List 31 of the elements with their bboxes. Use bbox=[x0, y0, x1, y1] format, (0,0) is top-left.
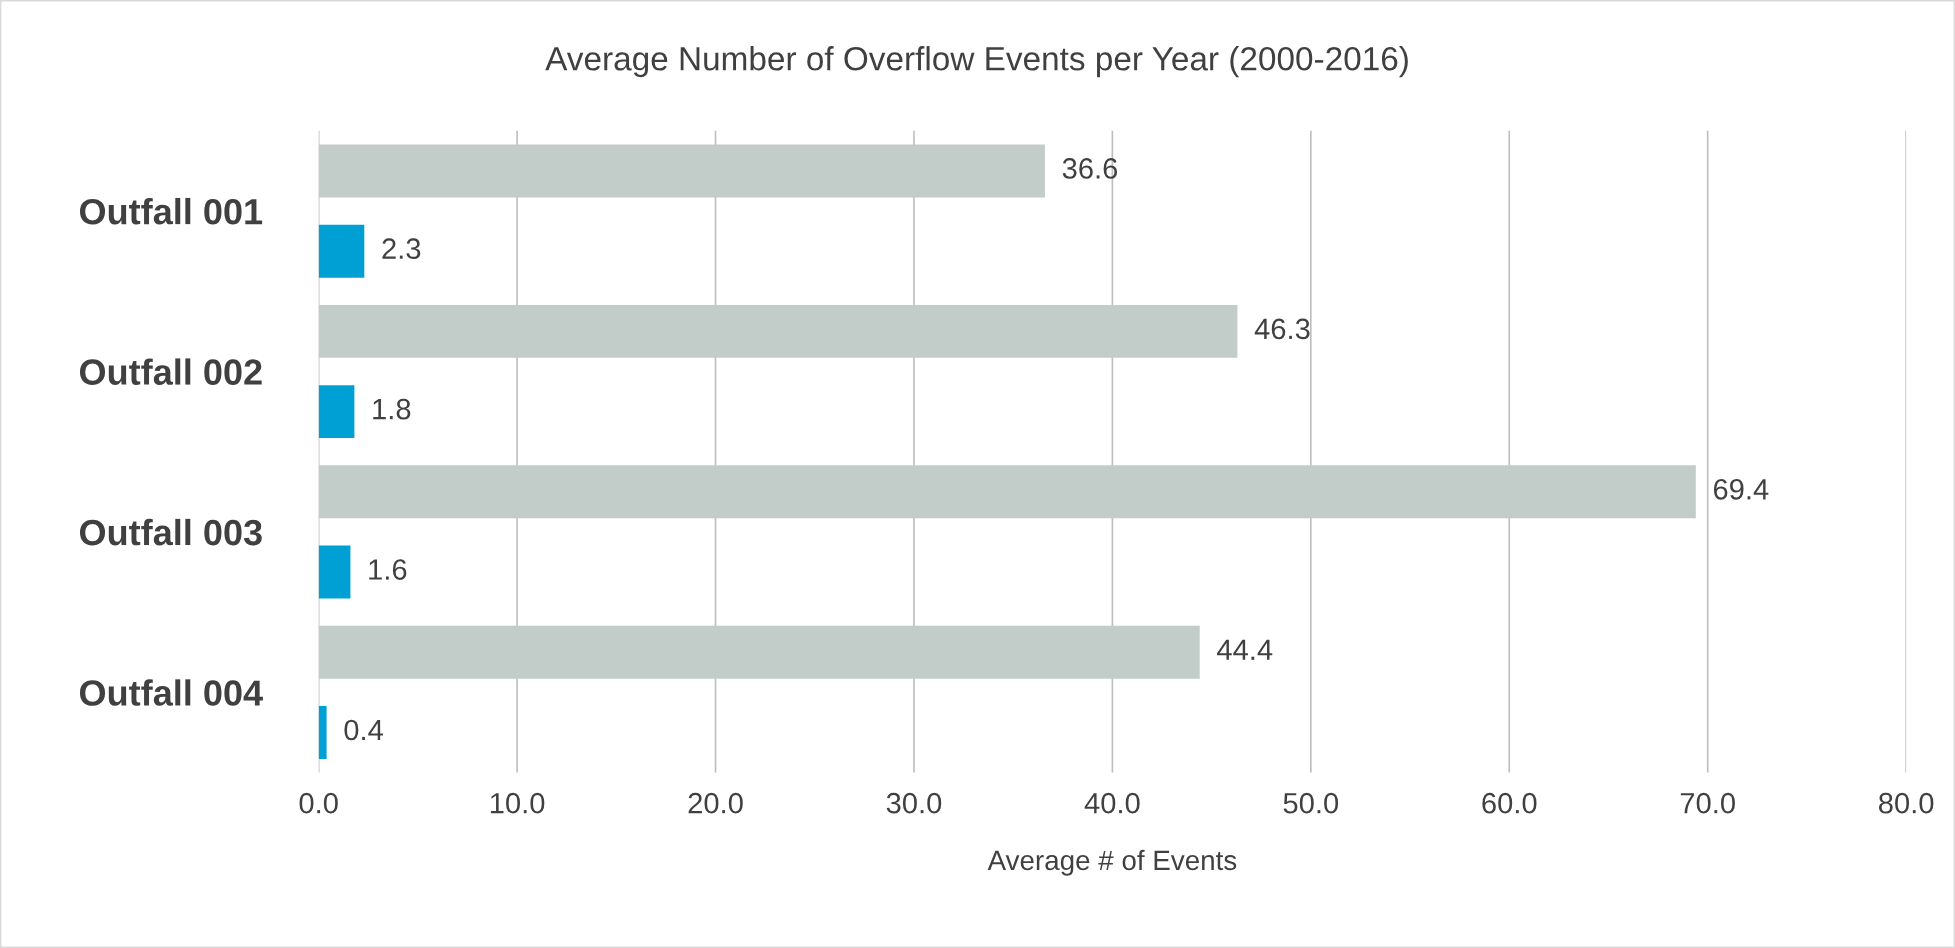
x-tick-label: 30.0 bbox=[886, 792, 942, 814]
bar bbox=[318, 224, 365, 278]
data-label: 36.6 bbox=[1062, 158, 1118, 179]
x-tick-label: 10.0 bbox=[490, 792, 545, 814]
data-label: 0.4 bbox=[344, 719, 383, 741]
data-label: 2.3 bbox=[382, 238, 421, 259]
x-tick-label: 40.0 bbox=[1084, 792, 1140, 814]
bar bbox=[318, 706, 327, 759]
y-tick-label: Outfall 001 bbox=[79, 197, 263, 225]
bar bbox=[318, 144, 1045, 198]
data-label: 46.3 bbox=[1254, 318, 1310, 340]
y-tick-label: Outfall 004 bbox=[79, 679, 263, 706]
x-tick-label: 60.0 bbox=[1482, 792, 1537, 814]
x-tick-label: 20.0 bbox=[688, 792, 743, 814]
chart-title: Average Number of Overflow Events per Year (2000-2016) bbox=[545, 46, 1408, 78]
y-tick-label: Outfall 003 bbox=[79, 518, 262, 546]
bar bbox=[318, 304, 1238, 358]
x-tick-label: 70.0 bbox=[1680, 792, 1735, 814]
bar bbox=[318, 385, 355, 439]
data-label: 1.6 bbox=[369, 559, 407, 580]
x-tick-label: 50.0 bbox=[1283, 792, 1339, 814]
x-tick-label: 80.0 bbox=[1879, 792, 1934, 814]
bar bbox=[318, 465, 1696, 519]
data-label: 1.8 bbox=[373, 398, 411, 420]
y-tick-label: Outfall 002 bbox=[79, 358, 262, 385]
x-tick-label: 0.0 bbox=[299, 792, 338, 814]
x-axis-title: Average # of Events bbox=[987, 849, 1237, 876]
data-label: 44.4 bbox=[1217, 639, 1273, 660]
data-label: 69.4 bbox=[1713, 479, 1769, 500]
bar bbox=[318, 625, 1200, 679]
bar bbox=[318, 545, 351, 599]
